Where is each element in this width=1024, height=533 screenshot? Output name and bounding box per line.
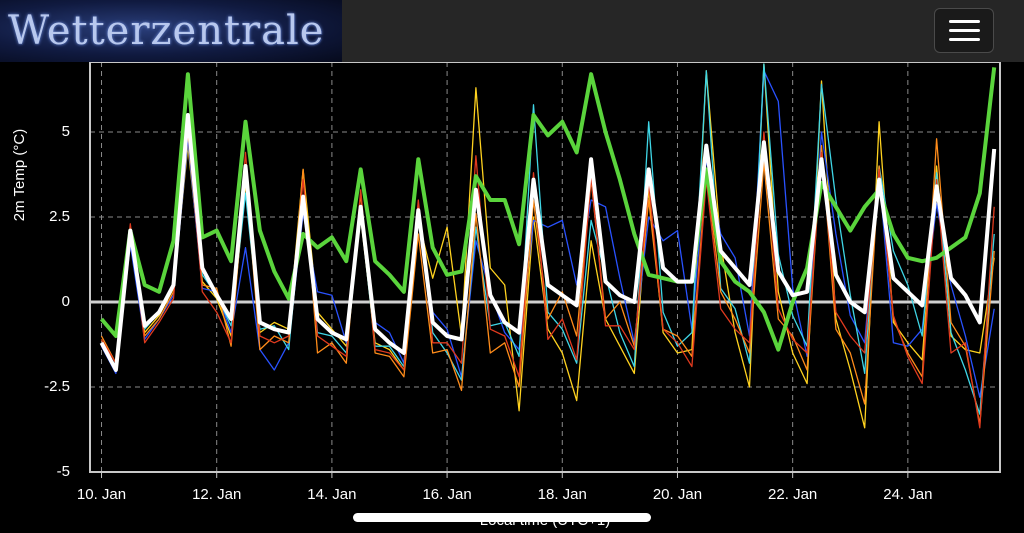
y-tick-label: 5 [62,123,70,140]
x-tick-label: 16. Jan [422,486,471,503]
plot-frame [89,61,1001,473]
y-tick-label: -2.5 [44,378,70,395]
x-tick-label: 18. Jan [538,486,587,503]
menu-icon-line [949,29,980,32]
plot-lines [99,63,997,429]
y-tick-label: 2.5 [49,208,70,225]
top-bar: Wetterzentrale [0,0,1024,62]
series-line [99,113,997,372]
x-tick-label: 12. Jan [192,486,241,503]
x-tick-label: 10. Jan [77,486,126,503]
menu-icon-line [949,20,980,23]
series-line [100,63,995,415]
y-tick-label: -5 [57,463,70,480]
series-line [99,67,997,352]
menu-icon-line [949,38,980,41]
home-indicator [353,513,651,522]
x-tick-label: 20. Jan [653,486,702,503]
x-tick-label: 22. Jan [768,486,817,503]
y-axis-title: 2m Temp (°C) [11,129,28,221]
series-line [100,63,995,429]
series-line [100,70,995,398]
y-tick-label: 0 [62,293,70,310]
menu-button[interactable] [934,8,994,53]
logo[interactable]: Wetterzentrale [0,0,342,62]
axis-labels: -5 -2.5 0 2.5 5 10. Jan 12. Jan 14. Jan 16. Jan 1… [44,123,932,503]
x-tick-label: 24. Jan [883,486,932,503]
x-tick-label: 14. Jan [307,486,356,503]
